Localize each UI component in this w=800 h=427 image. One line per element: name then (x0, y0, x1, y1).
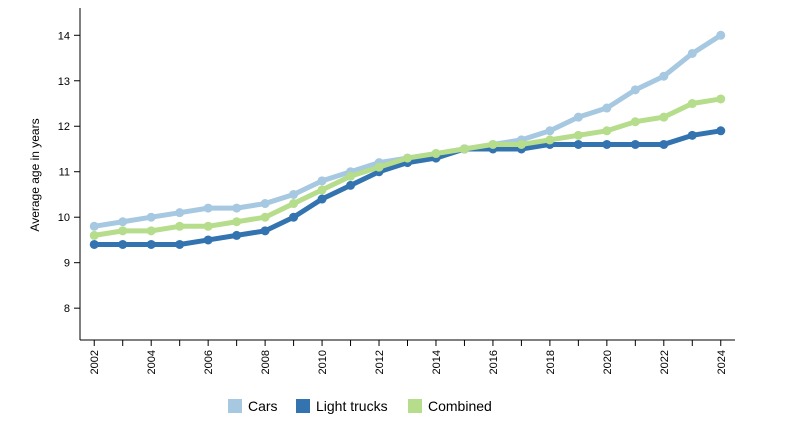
data-point (146, 239, 156, 249)
data-point (260, 199, 270, 209)
data-point (545, 126, 555, 136)
data-point (89, 230, 99, 240)
data-point (260, 212, 270, 222)
data-point (203, 221, 213, 231)
data-point (146, 212, 156, 222)
data-point (232, 203, 242, 213)
series-line (91, 32, 724, 229)
data-point (630, 117, 640, 127)
data-point (716, 126, 726, 136)
x-tick-label: 2020 (602, 350, 614, 374)
data-point (431, 149, 441, 159)
x-tick-label: 2024 (716, 350, 728, 374)
data-point (118, 226, 128, 236)
data-point (602, 103, 612, 113)
data-point (659, 112, 669, 122)
data-point (146, 226, 156, 236)
legend-swatch (228, 399, 242, 413)
data-point (118, 239, 128, 249)
data-point (516, 139, 526, 149)
y-axis-title: Average age in years (28, 118, 42, 231)
y-tick-label: 10 (58, 212, 70, 224)
x-tick-label: 2018 (545, 350, 557, 374)
data-point (488, 139, 498, 149)
data-point (289, 212, 299, 222)
data-point (232, 230, 242, 240)
data-point (602, 139, 612, 149)
data-point (317, 194, 327, 204)
data-point (175, 208, 185, 218)
data-point (89, 239, 99, 249)
data-point (630, 139, 640, 149)
data-point (630, 85, 640, 95)
series-layer (89, 30, 726, 249)
data-point (346, 171, 356, 181)
y-tick-label: 14 (58, 30, 70, 42)
data-point (89, 221, 99, 231)
data-point (403, 153, 412, 163)
x-tick-label: 2002 (89, 350, 101, 374)
x-tick-label: 2014 (431, 350, 443, 374)
data-point (659, 71, 669, 81)
data-point (687, 130, 697, 140)
y-tick-label: 9 (64, 258, 70, 270)
data-point (687, 48, 697, 58)
series-combined (89, 94, 726, 240)
series-cars (89, 30, 726, 231)
x-tick-label: 2010 (317, 350, 329, 374)
data-point (289, 189, 299, 199)
legend: Cars Light trucks Combined (228, 398, 492, 414)
legend-label: Combined (428, 398, 492, 414)
x-tick-label: 2006 (203, 350, 215, 374)
data-point (175, 221, 185, 231)
data-point (203, 235, 213, 245)
data-point (317, 185, 327, 195)
data-point (175, 239, 185, 249)
data-point (659, 139, 669, 149)
data-point (573, 112, 583, 122)
legend-label: Cars (248, 398, 278, 414)
data-point (687, 99, 697, 109)
data-point (545, 135, 555, 145)
data-point (573, 139, 583, 149)
series-line (91, 96, 724, 238)
data-point (459, 144, 469, 154)
data-point (203, 203, 213, 213)
legend-swatch (408, 399, 422, 413)
legend-swatch (296, 399, 310, 413)
y-tick-label: 13 (58, 76, 70, 88)
y-tick-label: 11 (59, 167, 70, 179)
x-tick-label: 2012 (374, 350, 386, 374)
data-point (118, 217, 128, 227)
data-point (374, 162, 384, 172)
data-point (716, 30, 726, 40)
x-tick-label: 2022 (659, 350, 671, 374)
legend-label: Light trucks (316, 398, 388, 414)
x-tick-label: 2008 (260, 350, 272, 374)
axes: 8 9 10 11 12 13 14 2002 2004 2006 2008 2010 2012 2014… (58, 8, 735, 374)
x-tick-label: 2004 (146, 350, 158, 374)
data-point (602, 126, 612, 136)
data-point (346, 180, 356, 190)
data-point (716, 94, 726, 104)
data-point (232, 217, 242, 227)
data-point (573, 130, 583, 140)
data-point (260, 226, 270, 236)
data-point (289, 199, 299, 209)
y-tick-label: 12 (58, 121, 70, 133)
series-light-trucks (89, 126, 726, 249)
x-tick-label: 2016 (488, 350, 500, 374)
y-tick-label: 8 (64, 303, 70, 315)
data-point (317, 176, 327, 186)
